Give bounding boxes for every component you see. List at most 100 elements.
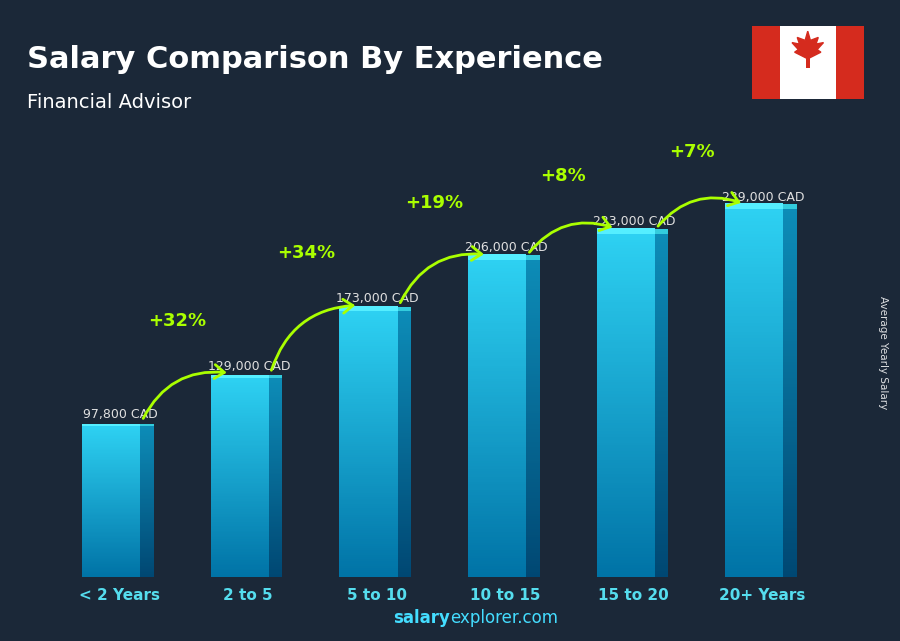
Bar xyxy=(211,522,269,524)
Bar xyxy=(398,393,411,395)
Bar xyxy=(82,526,140,527)
Bar xyxy=(339,553,398,554)
Bar xyxy=(140,473,154,474)
Bar xyxy=(82,523,140,524)
Bar xyxy=(211,476,269,478)
Bar xyxy=(654,342,668,345)
Bar xyxy=(526,265,540,268)
Bar xyxy=(269,542,283,544)
Bar xyxy=(725,360,783,362)
Text: 239,000 CAD: 239,000 CAD xyxy=(722,190,805,204)
Bar xyxy=(725,522,783,525)
Bar xyxy=(211,499,269,501)
Bar xyxy=(82,552,140,553)
Bar xyxy=(211,417,269,418)
Bar xyxy=(654,297,668,299)
Bar xyxy=(654,528,668,531)
Bar xyxy=(140,480,154,481)
Bar xyxy=(654,488,668,491)
Bar xyxy=(140,468,154,469)
Bar xyxy=(654,242,668,246)
Bar xyxy=(468,403,526,405)
Bar xyxy=(339,479,398,481)
Bar xyxy=(211,428,269,429)
Bar xyxy=(526,485,540,487)
Bar xyxy=(597,334,654,337)
Bar xyxy=(468,323,526,326)
Bar xyxy=(783,549,796,553)
Bar xyxy=(526,551,540,553)
Bar xyxy=(725,568,783,570)
Bar xyxy=(725,570,783,574)
Bar xyxy=(597,520,654,522)
Bar xyxy=(526,334,540,337)
Bar xyxy=(526,506,540,508)
Bar xyxy=(211,483,269,485)
Bar xyxy=(269,559,283,560)
Bar xyxy=(140,540,154,542)
Bar xyxy=(654,356,668,360)
Bar xyxy=(269,491,283,492)
Bar xyxy=(211,394,269,395)
Bar xyxy=(211,567,269,569)
Bar xyxy=(597,434,654,437)
Bar xyxy=(654,537,668,540)
Bar xyxy=(339,342,398,344)
Bar xyxy=(725,574,783,577)
Bar xyxy=(783,451,796,454)
Bar xyxy=(140,560,154,561)
Bar xyxy=(398,504,411,506)
Bar xyxy=(269,465,283,466)
Bar xyxy=(211,488,269,489)
Bar xyxy=(597,414,654,417)
Bar xyxy=(725,427,783,430)
Bar xyxy=(468,419,526,421)
Bar xyxy=(140,561,154,562)
Bar xyxy=(82,488,140,489)
Bar xyxy=(140,437,154,438)
Bar xyxy=(654,548,668,551)
Bar xyxy=(339,563,398,566)
Bar xyxy=(82,509,140,510)
Bar xyxy=(269,461,283,463)
Bar xyxy=(82,515,140,517)
Bar xyxy=(398,386,411,388)
Bar xyxy=(725,488,783,491)
Bar xyxy=(783,344,796,347)
Bar xyxy=(269,456,283,458)
Bar xyxy=(211,433,269,435)
Bar xyxy=(526,381,540,384)
Bar xyxy=(597,322,654,326)
Bar xyxy=(526,429,540,431)
Bar xyxy=(654,440,668,442)
Bar xyxy=(783,454,796,458)
Bar xyxy=(725,326,783,329)
Bar xyxy=(211,570,269,572)
Bar xyxy=(140,463,154,464)
Bar xyxy=(339,559,398,562)
Bar xyxy=(82,469,140,470)
Bar xyxy=(526,263,540,265)
Bar xyxy=(597,328,654,331)
Bar xyxy=(211,529,269,531)
Bar xyxy=(783,228,796,231)
Bar xyxy=(269,398,283,400)
Bar xyxy=(398,442,411,444)
Bar xyxy=(468,450,526,453)
Bar xyxy=(468,497,526,501)
Bar xyxy=(211,574,269,575)
Bar xyxy=(398,468,411,470)
Bar xyxy=(211,400,269,402)
Bar xyxy=(654,403,668,405)
Bar xyxy=(725,485,783,488)
Bar xyxy=(783,528,796,531)
Bar xyxy=(82,476,140,478)
Bar xyxy=(211,535,269,537)
Bar xyxy=(725,540,783,543)
Bar xyxy=(654,545,668,548)
Bar xyxy=(339,311,398,313)
Bar xyxy=(140,519,154,520)
Bar xyxy=(725,252,783,255)
Bar xyxy=(783,258,796,262)
Bar xyxy=(654,325,668,328)
